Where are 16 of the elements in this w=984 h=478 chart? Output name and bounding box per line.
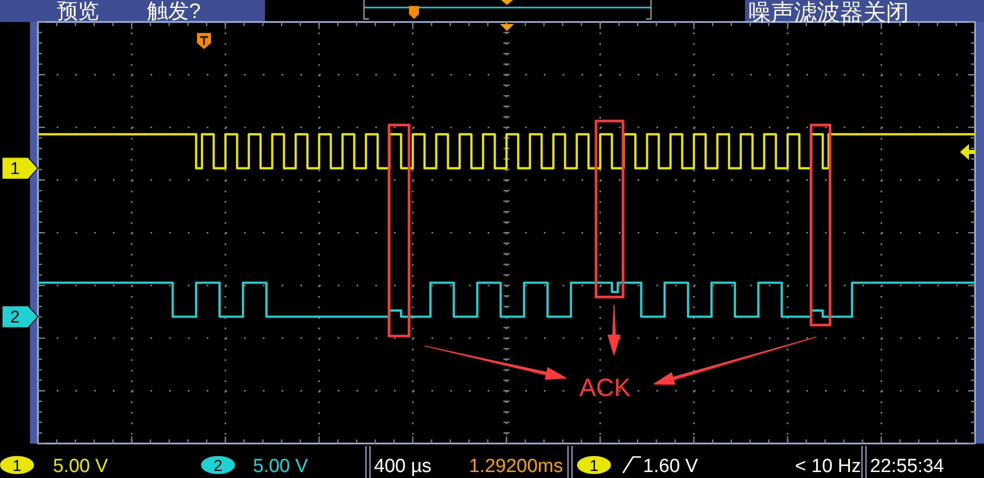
text: 预览	[57, 0, 99, 23]
series-label: 1	[10, 159, 20, 178]
text: 噪声滤波器关闭	[748, 0, 909, 25]
text: 1.60 V	[643, 456, 698, 477]
text: 1	[590, 458, 598, 475]
text: 触发?	[147, 0, 201, 23]
text: 22:55:34	[870, 456, 944, 477]
text: 1	[12, 458, 22, 475]
text: < 10 Hz	[795, 456, 862, 477]
text: 400 µs	[374, 456, 432, 477]
text: 1.29200ms	[468, 456, 563, 477]
text: 5.00 V	[53, 456, 108, 477]
series-label: 2	[10, 308, 20, 327]
text: 2	[214, 458, 222, 475]
text: 5.00 V	[253, 456, 308, 477]
annotation: ACK	[579, 374, 632, 402]
